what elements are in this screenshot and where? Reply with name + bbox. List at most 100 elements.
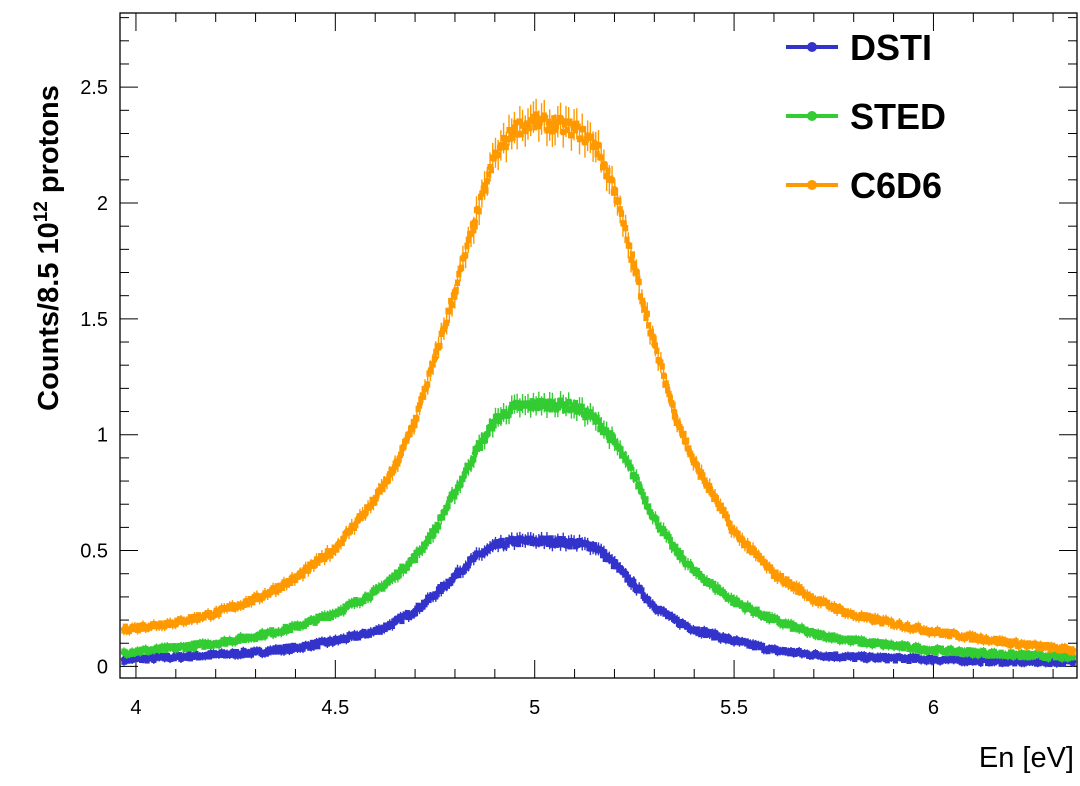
data-marker xyxy=(705,486,711,493)
legend-label: STED xyxy=(850,96,946,137)
data-marker xyxy=(122,623,128,631)
data-marker xyxy=(787,579,793,586)
data-marker xyxy=(477,193,484,201)
data-marker xyxy=(496,541,503,549)
data-marker xyxy=(423,540,429,547)
data-marker xyxy=(572,127,579,134)
data-marker xyxy=(879,639,885,646)
data-marker xyxy=(543,399,549,406)
data-marker xyxy=(559,118,565,125)
data-marker xyxy=(532,123,538,131)
data-marker xyxy=(621,451,627,459)
data-marker xyxy=(795,588,801,595)
legend-item-sted: STED xyxy=(786,96,946,137)
data-marker xyxy=(461,567,467,574)
data-marker xyxy=(678,550,684,557)
data-marker xyxy=(591,542,598,549)
data-marker xyxy=(618,210,625,217)
data-marker xyxy=(759,642,766,650)
data-marker xyxy=(662,528,668,536)
data-marker xyxy=(825,599,831,607)
data-marker xyxy=(570,402,576,409)
data-marker xyxy=(399,563,405,571)
data-marker xyxy=(857,640,863,647)
data-marker xyxy=(735,531,741,538)
data-marker xyxy=(648,328,654,336)
data-marker xyxy=(499,143,505,151)
data-marker xyxy=(1047,646,1053,653)
data-marker xyxy=(453,287,459,294)
data-marker xyxy=(486,171,492,178)
data-marker xyxy=(640,300,646,308)
data-marker xyxy=(586,413,592,420)
data-marker xyxy=(727,520,733,528)
data-marker xyxy=(594,150,600,158)
data-marker xyxy=(456,571,462,579)
data-marker xyxy=(602,162,608,170)
data-marker xyxy=(692,457,698,464)
data-marker xyxy=(515,540,522,548)
data-marker xyxy=(488,419,494,426)
legend: DSTI STED C6D6 xyxy=(786,27,946,206)
data-marker xyxy=(928,654,934,662)
data-marker xyxy=(724,514,730,521)
data-marker xyxy=(635,275,641,282)
data-marker xyxy=(453,571,459,579)
x-tick-label: 6 xyxy=(928,697,939,719)
data-marker xyxy=(288,626,294,634)
data-marker xyxy=(749,548,755,556)
data-marker xyxy=(488,166,494,174)
data-marker xyxy=(670,401,676,409)
y-tick-label: 1 xyxy=(97,425,108,447)
data-marker xyxy=(646,322,652,329)
data-marker xyxy=(610,562,617,570)
legend-swatch-marker xyxy=(807,42,817,52)
data-marker xyxy=(580,126,587,133)
data-marker xyxy=(347,527,353,535)
data-marker xyxy=(139,625,145,632)
data-marker xyxy=(285,643,291,651)
series-c6d6 xyxy=(120,98,1077,657)
data-marker xyxy=(773,569,779,576)
data-marker xyxy=(513,119,519,127)
data-marker xyxy=(507,407,513,414)
data-marker xyxy=(458,264,465,272)
data-marker xyxy=(206,609,212,617)
series-dsti xyxy=(120,531,1077,668)
data-marker xyxy=(591,413,598,421)
data-marker xyxy=(765,611,771,619)
data-marker xyxy=(445,502,451,510)
data-marker xyxy=(659,363,665,370)
data-marker xyxy=(540,535,546,543)
data-marker xyxy=(233,649,240,656)
data-marker xyxy=(562,537,568,545)
data-marker xyxy=(410,425,416,433)
data-marker xyxy=(551,115,557,122)
data-marker xyxy=(627,242,633,250)
data-marker xyxy=(589,133,595,141)
data-marker xyxy=(624,236,630,244)
data-marker xyxy=(201,643,207,650)
data-marker xyxy=(990,652,996,659)
data-marker xyxy=(277,644,283,652)
legend-label: DSTI xyxy=(850,27,932,68)
data-marker xyxy=(762,559,768,567)
data-marker xyxy=(578,408,584,415)
data-marker xyxy=(808,593,814,600)
data-marker xyxy=(659,529,665,537)
data-marker xyxy=(372,499,378,506)
data-marker xyxy=(353,521,359,529)
data-marker xyxy=(578,135,584,142)
data-marker xyxy=(494,539,500,546)
data-marker xyxy=(591,140,598,147)
data-marker xyxy=(461,471,467,479)
data-marker xyxy=(681,430,687,438)
series-layer xyxy=(120,98,1077,668)
data-marker xyxy=(868,613,874,620)
data-marker xyxy=(453,488,459,496)
y-axis-title-exponent: 12 xyxy=(31,201,52,222)
data-marker xyxy=(534,404,541,412)
data-marker xyxy=(361,597,367,604)
data-marker xyxy=(564,405,570,412)
data-marker xyxy=(410,557,416,564)
